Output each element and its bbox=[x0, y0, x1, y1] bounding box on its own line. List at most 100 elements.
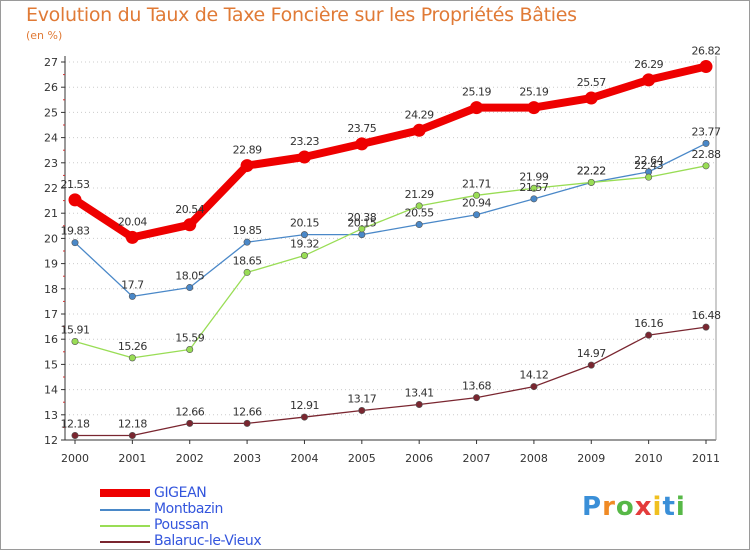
data-label: 20.04 bbox=[118, 215, 147, 228]
data-label: 21.71 bbox=[462, 177, 491, 190]
y-tick-label: 21 bbox=[44, 207, 58, 220]
data-point bbox=[355, 137, 369, 151]
data-label: 16.16 bbox=[634, 317, 663, 330]
data-label: 21.99 bbox=[519, 170, 548, 183]
data-point bbox=[300, 413, 308, 421]
data-label: 21.29 bbox=[405, 188, 434, 201]
axes: 12 13 14 15 16 17 18 19 20 21 22 23 24 25 26 27 2000 2001… bbox=[44, 56, 720, 465]
data-label: 19.85 bbox=[233, 224, 262, 237]
data-point bbox=[240, 159, 254, 173]
x-tick-label: 2008 bbox=[520, 452, 548, 465]
x-tick-label: 2005 bbox=[348, 452, 376, 465]
data-label: 12.18 bbox=[61, 417, 90, 430]
y-tick-label: 13 bbox=[44, 409, 58, 422]
data-label: 26.82 bbox=[692, 45, 721, 58]
data-label: 13.17 bbox=[347, 393, 376, 406]
series-line-poussan bbox=[74, 165, 707, 359]
data-label: 19.83 bbox=[61, 225, 90, 238]
data-label: 12.91 bbox=[290, 399, 319, 412]
logo-letter: i bbox=[652, 492, 663, 522]
data-point bbox=[128, 292, 136, 300]
data-point bbox=[702, 323, 710, 331]
data-point bbox=[71, 431, 79, 439]
y-tick-label: 16 bbox=[44, 333, 58, 346]
data-point bbox=[297, 150, 311, 164]
logo-letter: r bbox=[602, 492, 616, 522]
data-point bbox=[358, 231, 366, 239]
data-point bbox=[470, 101, 484, 115]
data-label: 14.12 bbox=[519, 369, 548, 382]
x-tick-label: 2000 bbox=[61, 452, 89, 465]
data-point bbox=[415, 202, 423, 210]
data-point bbox=[530, 195, 538, 203]
data-point bbox=[243, 268, 251, 276]
data-label: 22.89 bbox=[233, 144, 262, 157]
logo-letter: x bbox=[634, 492, 653, 522]
data-point bbox=[71, 239, 79, 247]
data-label: 22.64 bbox=[634, 154, 663, 167]
x-tick-label: 2009 bbox=[577, 452, 605, 465]
x-tick-label: 2011 bbox=[692, 452, 720, 465]
y-tick-label: 23 bbox=[44, 157, 58, 170]
data-label: 26.29 bbox=[634, 58, 663, 71]
data-point bbox=[415, 221, 423, 229]
legend-swatch bbox=[100, 509, 150, 511]
data-point bbox=[587, 361, 595, 369]
y-tick-label: 15 bbox=[44, 358, 58, 371]
unit-label: (en %) bbox=[26, 29, 63, 42]
data-label: 20.15 bbox=[347, 217, 376, 230]
data-point bbox=[645, 331, 653, 339]
y-tick-label: 17 bbox=[44, 308, 58, 321]
grid bbox=[65, 61, 716, 416]
series bbox=[68, 60, 713, 439]
data-point bbox=[702, 162, 710, 170]
data-point bbox=[186, 284, 194, 292]
data-label: 12.66 bbox=[233, 405, 262, 418]
data-label: 20.54 bbox=[175, 203, 204, 216]
data-label: 15.91 bbox=[61, 323, 90, 336]
y-tick-label: 12 bbox=[44, 434, 58, 447]
data-point bbox=[530, 184, 538, 192]
logo-letter: o bbox=[615, 492, 635, 522]
x-tick-label: 2001 bbox=[118, 452, 146, 465]
x-tick-label: 2004 bbox=[290, 452, 318, 465]
data-point bbox=[587, 178, 595, 186]
data-label: 21.53 bbox=[61, 178, 90, 191]
y-tick-label: 18 bbox=[44, 283, 58, 296]
y-tick-label: 26 bbox=[44, 81, 58, 94]
data-label: 12.66 bbox=[175, 405, 204, 418]
series-line-montbazin bbox=[74, 142, 707, 298]
legend-swatch bbox=[100, 541, 150, 543]
legend-swatch bbox=[100, 525, 150, 527]
data-point bbox=[125, 230, 139, 244]
x-tick-label: 2003 bbox=[233, 452, 261, 465]
data-label: 23.77 bbox=[692, 125, 721, 138]
data-label: 12.18 bbox=[118, 417, 147, 430]
data-label: 13.41 bbox=[405, 386, 434, 399]
y-tick-label: 14 bbox=[44, 384, 58, 397]
proxiti-logo: Proxiti bbox=[582, 492, 686, 522]
data-label: 20.15 bbox=[290, 217, 319, 230]
data-point bbox=[243, 238, 251, 246]
data-point bbox=[527, 101, 541, 115]
y-tick-label: 27 bbox=[44, 56, 58, 69]
series-line-balaruc-le-vieux bbox=[74, 326, 707, 437]
data-point bbox=[412, 123, 426, 137]
logo-letter: t bbox=[662, 492, 676, 522]
data-point bbox=[186, 346, 194, 354]
data-point bbox=[530, 383, 538, 391]
logo-letter: P bbox=[582, 492, 603, 522]
data-labels: 19.83 17.7 18.05 19.85 20.15 20.15 20.55 20.94 2… bbox=[61, 45, 722, 431]
data-point bbox=[642, 73, 656, 87]
y-tick-label: 19 bbox=[44, 258, 58, 271]
data-point bbox=[473, 211, 481, 219]
y-tick-label: 20 bbox=[44, 232, 58, 245]
x-tick-label: 2007 bbox=[463, 452, 491, 465]
data-point bbox=[300, 252, 308, 260]
data-point bbox=[186, 419, 194, 427]
data-label: 21.57 bbox=[519, 181, 548, 194]
data-label: 22.22 bbox=[577, 164, 606, 177]
chart-title: Evolution du Taux de Taxe Foncière sur l… bbox=[26, 4, 577, 26]
data-label: 25.57 bbox=[577, 76, 606, 89]
